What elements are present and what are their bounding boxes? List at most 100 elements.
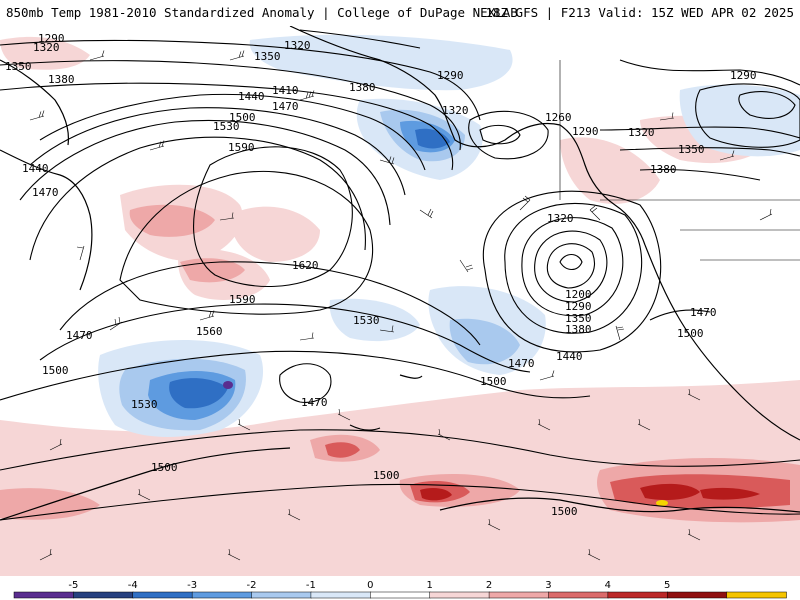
contour-label: 1410 [272,84,299,97]
wind-barb [659,112,675,121]
wind-barb [487,518,501,531]
wind-barb [587,548,601,561]
contour-label: 1320 [33,41,60,54]
contour-label: 1440 [556,350,583,363]
colorbar-tick-label: 3 [545,580,551,591]
height-contour [0,82,454,171]
contour-label: 1290 [38,32,65,45]
warm-anomaly-area [420,487,452,501]
height-contour [738,91,796,119]
wind-barb [419,208,434,219]
warm-anomaly-area [325,442,360,458]
contour-label: 1290 [730,69,757,82]
contour-label: 1530 [131,398,158,411]
contour-label: 1380 [349,81,376,94]
colorbar-segment [132,591,193,599]
height-contour [619,147,800,157]
contour-label: 1440 [22,162,49,175]
height-contour [29,107,406,196]
wind-barb [337,408,351,421]
height-contour [479,124,521,145]
height-contour [504,202,643,334]
contour-label: 1500 [229,111,256,124]
height-contour [0,39,481,121]
contour-label: 1530 [213,120,240,133]
contour-label: 1590 [228,141,255,154]
wind-barb [76,245,85,261]
height-contour [639,168,761,181]
colorbar-segment [488,591,550,599]
height-contour [468,110,549,160]
contour-label: 1320 [442,104,469,117]
contour-label: 1320 [628,126,655,139]
height-contour [193,146,353,287]
wind-barb [687,388,701,401]
kamchatka-outline [0,59,70,146]
height-contour [695,83,800,148]
contour-label: 1470 [301,396,328,409]
wind-barb [299,90,315,101]
wind-barb [229,50,245,61]
wind-barb [89,50,105,61]
wind-barb [287,508,301,521]
height-contour [279,363,332,403]
wind-barb [237,418,251,431]
contour-label: 1290 [572,125,599,138]
contour-label: 1500 [551,505,578,518]
wind-barb [719,150,735,161]
contour-label: 1350 [254,50,281,63]
wind-barb [687,528,701,541]
contour-label: 1440 [238,90,265,103]
contour-label: 1380 [48,73,75,86]
height-contour [482,190,662,353]
height-contour [546,243,595,289]
contour-label: 1260 [545,111,572,124]
wind-barb [589,205,601,221]
wind-barb [29,110,45,121]
wind-barb [637,418,651,431]
contour-label: 1470 [508,357,535,370]
south-pacific-coastline [0,447,291,521]
wind-barb [39,548,53,561]
colorbar-tick-label: 5 [664,580,670,591]
wind-barb [109,316,123,331]
colorbar-segment [370,591,431,599]
colorbar-tick-label: -3 [187,580,197,591]
contour-label: 1470 [66,329,93,342]
northeast-asia-coastline [0,149,93,291]
contour-label: 1350 [565,312,592,325]
colorbar-segment [251,591,312,599]
wind-barb [49,438,63,451]
wind-barb [459,259,474,273]
colorbar-segment [429,591,490,599]
wind-barb [537,418,551,431]
coastlines [0,26,800,521]
wind-barb [615,325,625,341]
warm-anomaly-peak [656,500,668,506]
colorbar-segment [548,591,609,599]
contour-label: 1530 [353,314,380,327]
warm-anomaly-area [0,380,800,576]
wind-barb [437,428,451,441]
height-contour [0,429,800,471]
anomaly-map[interactable]: 1290 1320 1350 1380 1320 1350 1380 1290 … [0,26,800,576]
anomaly-colorbar: -5 -4 -3 -2 -1 0 1 2 3 4 5 [0,576,800,600]
colorbar-tick-label: 4 [605,580,611,591]
cold-anomaly-peak [223,381,233,389]
contour-label: 1200 [565,288,592,301]
contour-label: 1500 [677,327,704,340]
height-contour [534,230,608,303]
contour-label: 1500 [373,469,400,482]
contour-label: 1350 [678,143,705,156]
map-header: 850mb Temp 1981-2010 Standardized Anomal… [0,0,800,26]
wind-barb [199,310,215,321]
colorbar-tick-label: -4 [128,580,138,591]
height-contour [649,309,711,321]
height-contour [39,93,426,171]
warm-anomaly-area [560,137,660,204]
height-contour [619,59,800,86]
height-contour [119,170,374,315]
contour-label: 1380 [650,163,677,176]
contour-label: 1500 [480,375,507,388]
contour-label: 1470 [272,100,299,113]
